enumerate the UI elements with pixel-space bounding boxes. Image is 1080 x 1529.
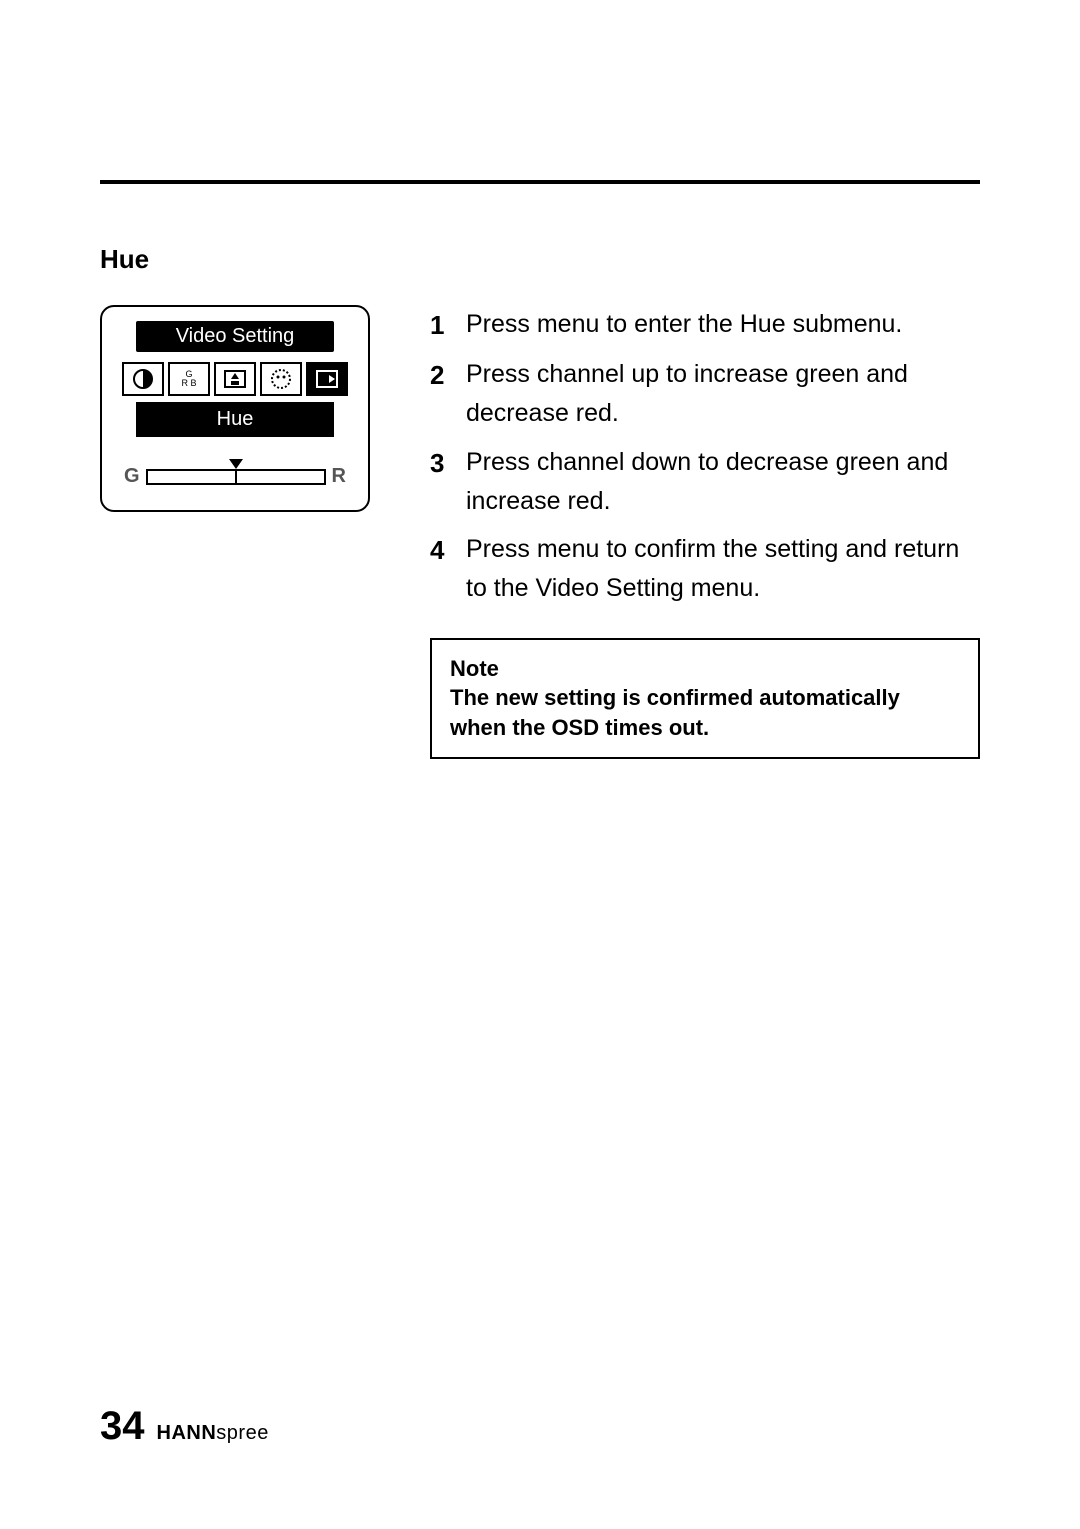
brand-bold: HANN bbox=[157, 1422, 217, 1444]
brand-logo: HANNspree bbox=[157, 1422, 269, 1445]
osd-title: Video Setting bbox=[136, 321, 334, 352]
osd-tab-face bbox=[260, 362, 302, 396]
page-footer: 34 HANNspree bbox=[100, 1404, 269, 1449]
slider-left-label: G bbox=[124, 465, 140, 488]
rgb-rb-label: R B bbox=[181, 379, 196, 388]
osd-screenshot: Video Setting G R B Hue bbox=[100, 305, 370, 512]
contrast-icon bbox=[131, 367, 155, 391]
slider-marker-icon bbox=[229, 459, 243, 469]
osd-tab-rgb: G R B bbox=[168, 362, 210, 396]
slider-tick bbox=[235, 471, 237, 483]
slider-track bbox=[146, 469, 326, 485]
horizontal-rule bbox=[100, 180, 980, 184]
slider-right-label: R bbox=[332, 465, 346, 488]
osd-tab-contrast bbox=[122, 362, 164, 396]
note-title: Note bbox=[450, 654, 960, 684]
step-item: 4 Press menu to confirm the setting and … bbox=[430, 530, 980, 608]
section-title: Hue bbox=[100, 244, 980, 275]
step-item: 1 Press menu to enter the Hue submenu. bbox=[430, 305, 980, 345]
step-text: Press channel down to decrease green and… bbox=[466, 443, 980, 521]
step-number: 2 bbox=[430, 355, 450, 433]
step-item: 3 Press channel down to decrease green a… bbox=[430, 443, 980, 521]
osd-tabs: G R B bbox=[116, 362, 354, 396]
osd-slider: G R bbox=[116, 465, 354, 488]
exit-icon bbox=[315, 369, 339, 389]
steps-list: 1 Press menu to enter the Hue submenu. 2… bbox=[430, 305, 980, 759]
content-row: Video Setting G R B Hue bbox=[100, 305, 980, 759]
page: Hue Video Setting G R B bbox=[0, 0, 1080, 1529]
note-box: Note The new setting is confirmed automa… bbox=[430, 638, 980, 759]
step-text: Press channel up to increase green and d… bbox=[466, 355, 980, 433]
osd-hue-label: Hue bbox=[136, 402, 334, 437]
note-body: The new setting is confirmed automatical… bbox=[450, 683, 960, 742]
step-number: 4 bbox=[430, 530, 450, 608]
step-item: 2 Press channel up to increase green and… bbox=[430, 355, 980, 433]
step-text: Press menu to enter the Hue submenu. bbox=[466, 305, 980, 345]
step-number: 1 bbox=[430, 305, 450, 345]
face-icon bbox=[269, 367, 293, 391]
osd-tab-exit bbox=[306, 362, 348, 396]
step-number: 3 bbox=[430, 443, 450, 521]
picture-icon bbox=[223, 369, 247, 389]
osd-tab-picture bbox=[214, 362, 256, 396]
page-number: 34 bbox=[100, 1404, 145, 1449]
brand-rest: spree bbox=[216, 1422, 269, 1444]
step-text: Press menu to confirm the setting and re… bbox=[466, 530, 980, 608]
